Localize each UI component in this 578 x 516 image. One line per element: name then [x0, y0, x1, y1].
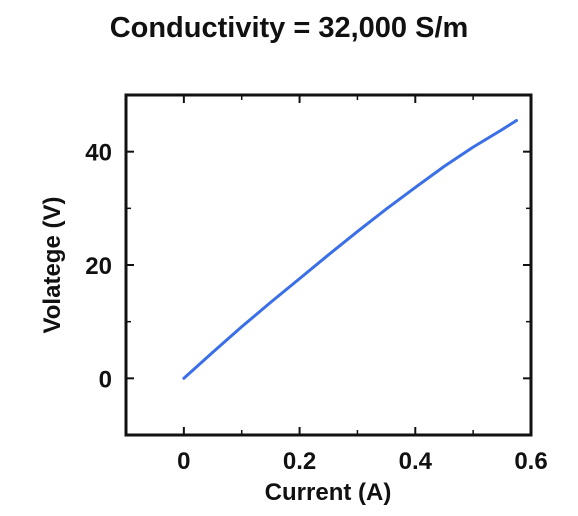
plot-frame — [124, 93, 533, 437]
x-axis-label: Current (A) — [265, 479, 392, 506]
x-tick-label: 0.2 — [283, 448, 316, 475]
x-tick-label: 0.4 — [399, 448, 433, 475]
y-tick-labels: 0 20 40 — [85, 140, 112, 394]
series-group — [182, 119, 518, 380]
series-line — [182, 119, 518, 380]
chart-title: Conductivity = 32,000 S/m — [109, 12, 469, 44]
y-tick-label: 20 — [85, 253, 112, 280]
x-tick-label: 0.6 — [514, 448, 547, 475]
x-tick-label: 0 — [177, 448, 190, 475]
x-tick-labels: 0 0.2 0.4 0.6 — [177, 448, 548, 475]
y-tick-label: 40 — [85, 140, 112, 167]
axis-ticks — [126, 95, 532, 435]
y-axis-label: Volatege (V) — [39, 197, 66, 334]
y-tick-label: 0 — [99, 366, 112, 393]
